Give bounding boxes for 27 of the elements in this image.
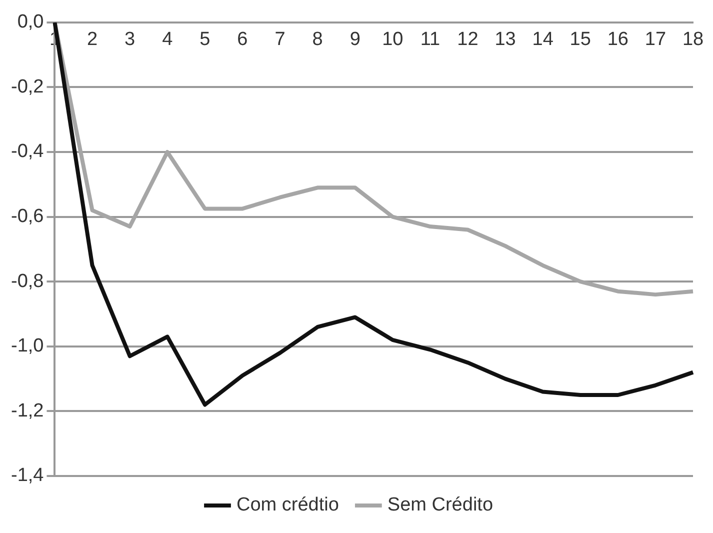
x-tick-label: 8 [312,29,323,50]
x-tick-label: 16 [607,29,628,50]
x-tick-label: 18 [682,29,704,50]
x-tick-label: 6 [237,29,248,50]
x-tick-label: 3 [124,29,136,50]
y-tick-label: -0,4 [10,141,44,162]
x-tick-label: 11 [420,29,440,50]
x-tick-label: 12 [457,29,478,50]
x-tick-label: 10 [382,29,404,50]
x-tick-label: 14 [532,29,554,50]
y-tick-label: -1,2 [10,400,44,422]
x-tick-label: 7 [274,29,286,50]
y-tick-label: 0,0 [17,12,44,33]
x-tick-label: 2 [86,29,98,50]
x-tick-label: 4 [162,29,174,50]
legend-label: Sem Crédito [387,494,494,516]
x-tick-label: 13 [494,29,516,50]
y-tick-label: -1,4 [10,465,44,486]
legend-label: Com crédtio [236,494,339,516]
y-tick-label: -0,6 [10,206,44,228]
y-tick-label: -0,8 [10,270,44,292]
y-tick-label: -0,2 [10,76,44,98]
y-tick-label: -1,0 [10,336,44,357]
x-tick-label: 5 [200,29,210,50]
x-tick-label: 15 [570,29,591,50]
x-tick-label: 9 [350,29,360,50]
x-tick-label: 17 [644,29,666,50]
